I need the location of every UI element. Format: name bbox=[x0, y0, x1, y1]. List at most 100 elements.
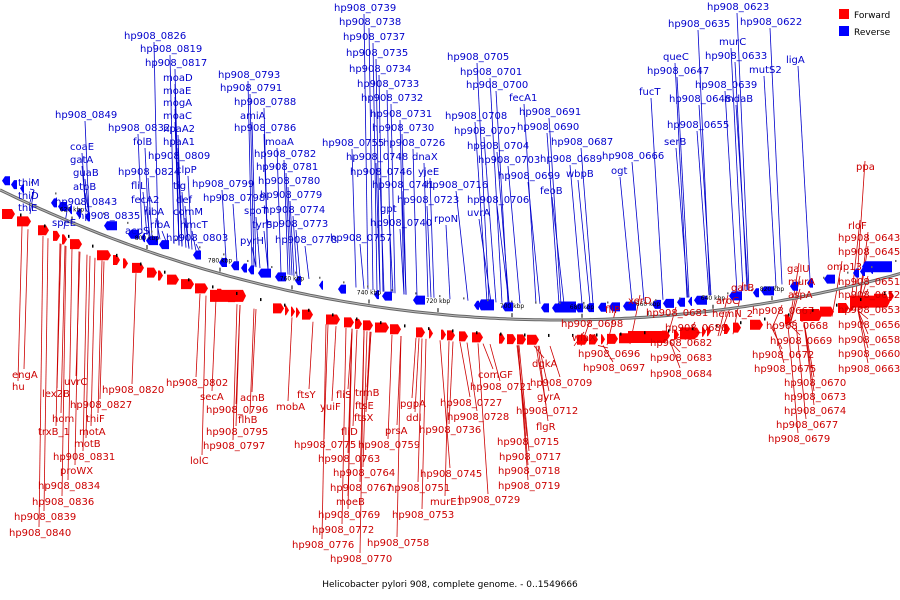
gene-arrow bbox=[598, 302, 606, 312]
gene-label-forward: hp908_0719 bbox=[498, 481, 560, 492]
minor-tick bbox=[535, 301, 537, 304]
minor-tick bbox=[404, 324, 406, 328]
leader-line bbox=[251, 121, 257, 268]
leader-line bbox=[375, 162, 381, 292]
leader-line bbox=[82, 254, 88, 452]
leader-line bbox=[145, 205, 151, 237]
gene-label-reverse: hp908_0734 bbox=[349, 64, 411, 75]
gene-label-forward: yuiF bbox=[320, 402, 341, 413]
minor-tick bbox=[668, 329, 670, 333]
gene-label-reverse: atpB bbox=[73, 182, 96, 193]
leader-line bbox=[527, 181, 541, 304]
gene-label-reverse: hp908_0778 bbox=[275, 235, 337, 246]
gene-label-forward: ftsX bbox=[354, 413, 373, 424]
genome-backbone-highlight bbox=[0, 189, 900, 321]
minor-tick bbox=[463, 297, 465, 300]
gene-label-forward: wlaX bbox=[572, 333, 596, 344]
leader-line bbox=[187, 175, 193, 250]
minor-tick bbox=[583, 301, 585, 304]
leader-line bbox=[247, 80, 253, 267]
gene-label-reverse: hp908_0723 bbox=[397, 195, 459, 206]
gene-label-reverse: hp908_0740 bbox=[370, 218, 432, 229]
gene-label-reverse: rpoN bbox=[434, 214, 458, 225]
gene-label-reverse: tig bbox=[173, 181, 186, 192]
gene-label-reverse: gatA bbox=[70, 155, 93, 166]
leader-line bbox=[304, 245, 310, 279]
minor-tick bbox=[788, 313, 790, 317]
gene-label-reverse: hp908_0706 bbox=[467, 195, 529, 206]
gene-label-reverse: hp908_0774 bbox=[263, 205, 325, 216]
gene-label-forward: hp908_0697 bbox=[583, 363, 645, 374]
gene-label-forward: hp908_0769 bbox=[318, 510, 380, 521]
gene-arrow bbox=[295, 276, 301, 286]
gene-arrow bbox=[429, 328, 433, 339]
gene-arrow bbox=[132, 262, 144, 273]
leader-line bbox=[518, 345, 530, 452]
gene-label-reverse: mdaB bbox=[724, 94, 753, 105]
gene-label-forward: hp908_0839 bbox=[14, 512, 76, 523]
gene-label-reverse: fecA2 bbox=[131, 195, 159, 206]
leader-line bbox=[67, 248, 73, 481]
leader-line bbox=[857, 310, 869, 364]
gene-arrow bbox=[302, 309, 313, 320]
gene-label-forward: hp908_0679 bbox=[768, 434, 830, 445]
gene-arrow bbox=[586, 303, 594, 313]
leader-line bbox=[366, 331, 372, 401]
gene-label-forward: hp908_0827 bbox=[70, 400, 132, 411]
gene-label-reverse: hp908_0731 bbox=[370, 109, 432, 120]
minor-tick bbox=[727, 292, 729, 295]
gene-label-reverse: yjeE bbox=[418, 167, 439, 178]
leader-line bbox=[717, 294, 729, 337]
gene-arrow bbox=[674, 329, 679, 340]
gene-label-reverse: hp908_0733 bbox=[357, 79, 419, 90]
gene-label-forward: flhB bbox=[238, 415, 258, 426]
gene-label-reverse: coaE bbox=[70, 142, 94, 153]
minor-tick bbox=[487, 299, 489, 302]
gene-label-reverse: hp908_0824 bbox=[118, 167, 180, 178]
gene-label-forward: hp908_0656 bbox=[838, 320, 900, 331]
minor-tick bbox=[284, 303, 286, 307]
minor-tick bbox=[740, 321, 742, 325]
gene-arrow bbox=[248, 265, 254, 275]
gene-label-forward: comGF bbox=[478, 370, 513, 381]
gene-arrow bbox=[474, 300, 479, 310]
gene-arrow bbox=[11, 180, 17, 190]
leader-line bbox=[263, 133, 269, 270]
gene-label-reverse: fecA1 bbox=[509, 93, 537, 104]
leader-line bbox=[263, 230, 269, 271]
minor-tick bbox=[871, 266, 873, 269]
gene-label-reverse: hp908_0799 bbox=[192, 179, 254, 190]
leader-line bbox=[379, 177, 385, 292]
minor-tick bbox=[236, 291, 238, 295]
gene-arrow bbox=[753, 288, 759, 298]
gene-label-reverse: uvrA bbox=[467, 208, 490, 219]
gene-label-forward: hp908_0663 bbox=[838, 364, 900, 375]
gene-label-forward: murE1 bbox=[430, 497, 463, 508]
leader-line bbox=[803, 322, 815, 406]
gene-arrow bbox=[38, 225, 49, 236]
gene-arrow bbox=[441, 329, 446, 340]
gene-label-forward: hp908_0745 bbox=[420, 469, 482, 480]
minor-tick bbox=[356, 317, 358, 321]
leader-line bbox=[602, 345, 614, 363]
gene-label-forward: hp908_0836 bbox=[32, 497, 94, 508]
gene-label-reverse: thiE bbox=[18, 203, 37, 214]
leader-line bbox=[285, 172, 291, 275]
gene-label-reverse: clpP bbox=[176, 165, 197, 176]
gene-label-reverse: thiD bbox=[18, 191, 39, 202]
gene-label-reverse: ogt bbox=[611, 166, 627, 177]
leader-line bbox=[466, 342, 478, 412]
minor-tick bbox=[343, 281, 345, 284]
label-leader-lines bbox=[17, 12, 869, 554]
gene-label-reverse: feoB bbox=[540, 186, 563, 197]
leader-line bbox=[276, 147, 282, 273]
gene-label-forward: hp908_0831 bbox=[53, 452, 115, 463]
leader-line bbox=[459, 341, 471, 398]
gene-arrow bbox=[750, 319, 763, 330]
leader-line bbox=[155, 217, 161, 240]
gene-arrow bbox=[609, 302, 620, 312]
gene-label-reverse: hp908_0704 bbox=[467, 141, 529, 152]
leader-line bbox=[99, 261, 105, 400]
leader-line bbox=[455, 190, 469, 301]
gene-label-reverse: moaC bbox=[163, 111, 192, 122]
